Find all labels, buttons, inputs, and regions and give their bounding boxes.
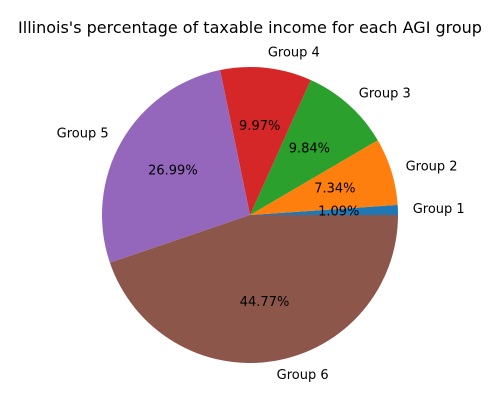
pie-slices: [102, 67, 398, 364]
pie-labels: Group 1 1.09% Group 2 7.34% Group 3 9.84% Grou…: [57, 46, 465, 383]
slice-category-label-2: Group 2: [406, 160, 458, 175]
pie-slice-3: [250, 80, 378, 215]
pie-slice-1: [250, 204, 398, 215]
chart-title: Illinois's percentage of taxable income …: [18, 18, 482, 37]
pie-slice-2: [250, 140, 398, 215]
slice-percent-label-6: 44.77%: [240, 295, 290, 310]
slice-percent-label-2: 7.34%: [314, 181, 355, 196]
pie-slice-4: [220, 67, 311, 215]
slice-category-label-1: Group 1: [413, 202, 465, 217]
slice-percent-label-4: 9.97%: [239, 119, 280, 134]
slice-percent-label-1: 1.09%: [318, 204, 359, 219]
slice-percent-label-5: 26.99%: [148, 163, 198, 178]
slice-category-label-4: Group 4: [268, 46, 320, 61]
pie-slice-5: [102, 70, 251, 263]
slice-category-label-6: Group 6: [277, 368, 329, 383]
slice-percent-label-3: 9.84%: [289, 141, 330, 156]
slice-category-label-5: Group 5: [57, 127, 109, 142]
slice-category-label-3: Group 3: [359, 86, 411, 101]
pie-slice-6: [109, 215, 398, 364]
